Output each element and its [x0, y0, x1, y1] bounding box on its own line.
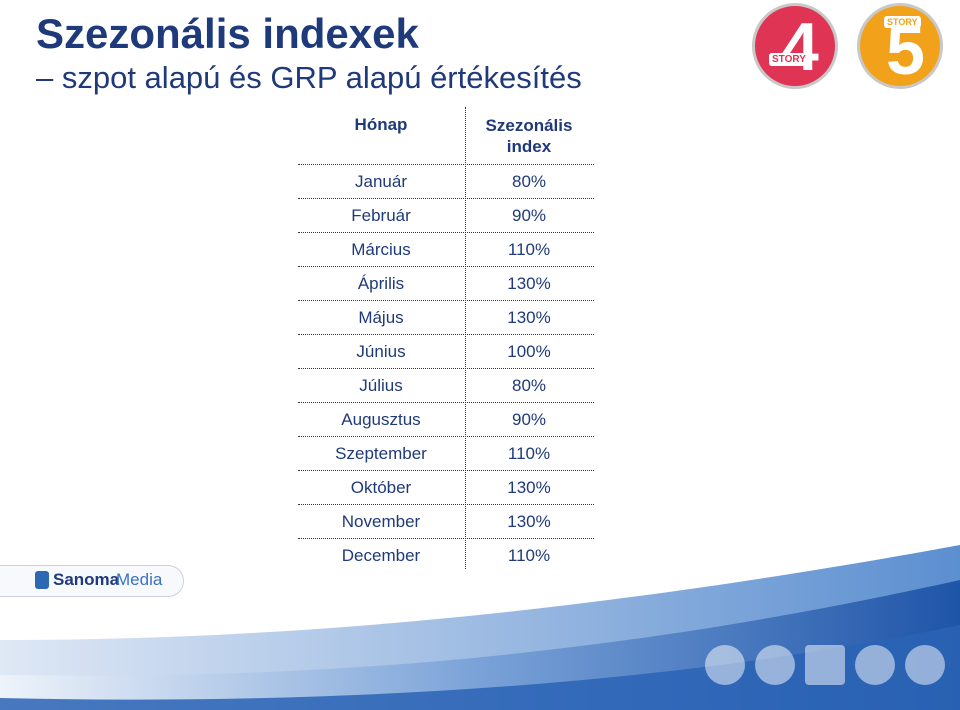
- cd-icon: [755, 645, 795, 685]
- media-icons-strip: [700, 645, 950, 693]
- index-cell: 110%: [507, 240, 551, 259]
- month-cell: Február: [351, 206, 411, 225]
- index-cell: 130%: [507, 478, 551, 497]
- story4-logo: 4 STORY: [752, 3, 838, 89]
- table-row: Október 130%: [298, 471, 594, 505]
- table-row: Július 80%: [298, 369, 594, 403]
- month-cell: Június: [356, 342, 406, 361]
- index-cell: 90%: [511, 206, 547, 225]
- month-cell: Október: [350, 478, 412, 497]
- people-icon: [855, 645, 895, 685]
- page-title: Szezonális indexek: [36, 10, 419, 57]
- index-cell: 90%: [511, 410, 547, 429]
- table-row: Augusztus 90%: [298, 403, 594, 437]
- sanoma-brand-text: Sanoma: [53, 570, 120, 589]
- month-cell: Január: [355, 172, 407, 191]
- tv-icon: [805, 645, 845, 685]
- month-cell: Augusztus: [341, 410, 421, 429]
- seasonal-index-table: Hónap Szezonális index Január 80% Február 9…: [298, 107, 594, 572]
- table-row: Május 130%: [298, 301, 594, 335]
- index-cell: 100%: [507, 342, 551, 361]
- month-cell: Március: [351, 240, 411, 259]
- story5-logo: 5 STORY: [857, 3, 943, 89]
- table-row: November 130%: [298, 505, 594, 539]
- story5-label: STORY: [884, 16, 921, 28]
- month-cell: Április: [357, 274, 405, 293]
- month-cell: Július: [359, 376, 403, 395]
- index-cell: 110%: [507, 444, 551, 463]
- table-row: December 110%: [298, 539, 594, 572]
- header-index: Szezonális index: [485, 116, 573, 156]
- header-month: Hónap: [354, 115, 408, 134]
- print-icon: [705, 645, 745, 685]
- month-cell: December: [341, 546, 421, 565]
- story4-label: STORY: [769, 53, 809, 66]
- table-row: Szeptember 110%: [298, 437, 594, 471]
- month-cell: Május: [358, 308, 404, 327]
- sanoma-media-logo: Sanoma Media: [0, 565, 184, 597]
- index-cell: 80%: [511, 376, 547, 395]
- index-cell: 130%: [507, 512, 551, 531]
- sanoma-mark-icon: [35, 571, 49, 589]
- table-row: Április 130%: [298, 267, 594, 301]
- index-cell: 130%: [507, 308, 551, 327]
- table-row: Február 90%: [298, 199, 594, 233]
- page-subtitle: – szpot alapú és GRP alapú értékesítés: [36, 60, 582, 95]
- table-column-divider: [465, 107, 466, 569]
- month-cell: Szeptember: [335, 444, 427, 463]
- table-header: Hónap Szezonális index: [298, 107, 594, 165]
- index-cell: 80%: [511, 172, 547, 191]
- mobile-icon: [905, 645, 945, 685]
- story4-number: 4: [781, 9, 819, 85]
- table-row: Június 100%: [298, 335, 594, 369]
- table-row: Január 80%: [298, 165, 594, 199]
- index-cell: 110%: [507, 546, 551, 565]
- media-brand-text: Media: [116, 570, 163, 589]
- table-row: Március 110%: [298, 233, 594, 267]
- month-cell: November: [341, 512, 421, 531]
- index-cell: 130%: [507, 274, 551, 293]
